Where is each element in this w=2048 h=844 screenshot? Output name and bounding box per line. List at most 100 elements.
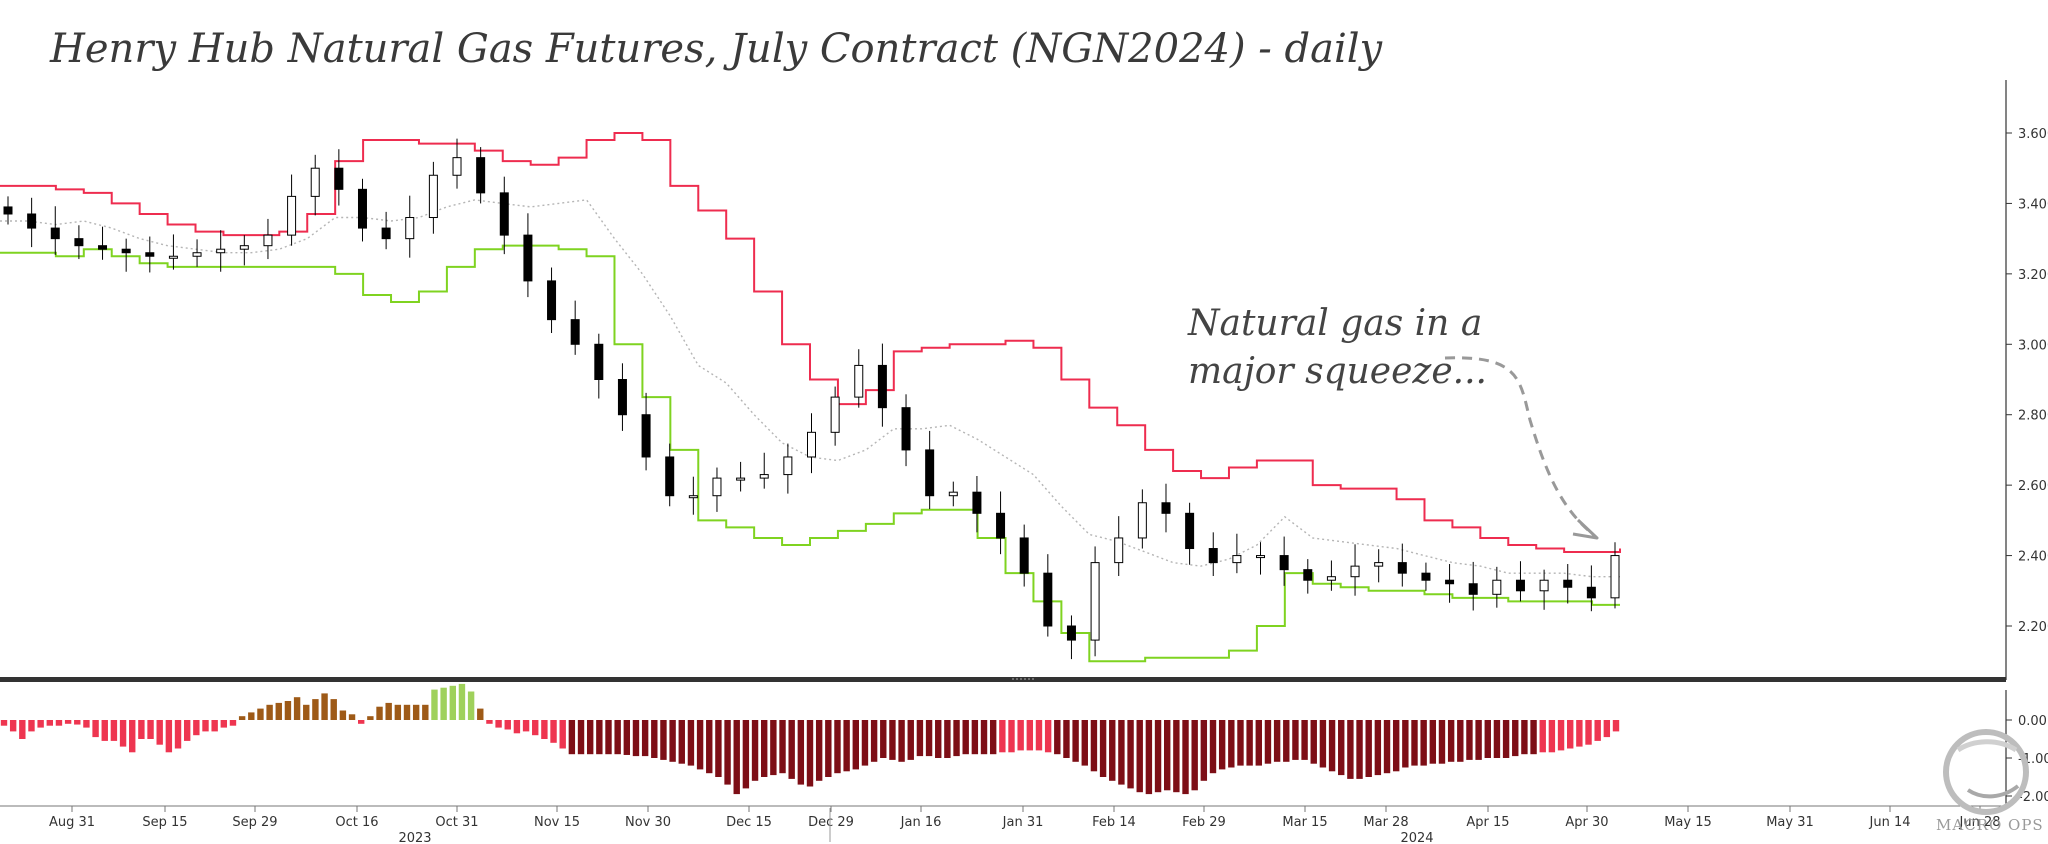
histogram-bar bbox=[632, 720, 640, 757]
candle-body bbox=[1492, 579, 1502, 595]
histogram-bar bbox=[1218, 720, 1226, 770]
histogram-bar bbox=[1228, 720, 1235, 768]
histogram-bar bbox=[1567, 720, 1574, 749]
candle-body bbox=[547, 280, 557, 321]
x-year-label: 2023 bbox=[398, 831, 431, 844]
x-tick-label: Sep 29 bbox=[232, 815, 277, 830]
histogram-bar bbox=[1447, 720, 1455, 762]
candle-body bbox=[807, 431, 816, 458]
histogram-bar bbox=[623, 720, 631, 755]
histogram-bar bbox=[119, 720, 127, 747]
histogram-bar bbox=[1145, 720, 1153, 795]
histogram-bar bbox=[248, 712, 255, 720]
histogram-bar bbox=[129, 720, 136, 753]
candle-body bbox=[1019, 537, 1029, 574]
histogram-bar bbox=[696, 720, 704, 770]
candle-body bbox=[594, 343, 604, 380]
x-tick-label: Apr 15 bbox=[1466, 815, 1509, 830]
histogram-bar bbox=[825, 720, 832, 777]
candle-body bbox=[1185, 512, 1195, 550]
candle-body bbox=[1397, 562, 1407, 574]
histogram-bar bbox=[147, 720, 154, 739]
histogram-bar bbox=[46, 720, 53, 726]
watermark-logo-icon bbox=[1943, 729, 2029, 815]
histogram-bar bbox=[458, 683, 466, 720]
histogram-bar bbox=[962, 720, 969, 755]
candle bbox=[1019, 524, 1029, 587]
histogram-bar bbox=[238, 716, 246, 720]
candle bbox=[712, 467, 722, 512]
histogram-bar bbox=[687, 720, 695, 766]
histogram-bar bbox=[568, 720, 576, 755]
candle bbox=[50, 206, 60, 255]
candle-body bbox=[1208, 548, 1218, 564]
histogram-bar bbox=[348, 714, 356, 720]
candle bbox=[192, 239, 202, 267]
histogram-bar bbox=[1118, 720, 1125, 785]
candle bbox=[1161, 483, 1171, 533]
histogram-bar bbox=[1044, 720, 1052, 753]
histogram-bar bbox=[651, 720, 658, 758]
histogram-bar bbox=[660, 720, 667, 760]
candle bbox=[783, 443, 793, 494]
histogram-bar bbox=[779, 720, 786, 774]
histogram-bar bbox=[742, 720, 750, 789]
candle bbox=[168, 234, 178, 270]
histogram-bar bbox=[916, 720, 924, 757]
candle-body bbox=[499, 192, 509, 236]
histogram-bar bbox=[1612, 720, 1620, 732]
candle-body bbox=[263, 234, 273, 247]
histogram-bar bbox=[1594, 720, 1601, 741]
candle-body bbox=[428, 174, 438, 219]
histogram-bar bbox=[843, 720, 850, 772]
histogram-bar bbox=[394, 704, 402, 720]
histogram-bar bbox=[586, 720, 594, 755]
histogram-bar bbox=[935, 720, 942, 758]
histogram-bar bbox=[761, 720, 768, 777]
candle-body bbox=[1303, 569, 1313, 581]
histogram-bar bbox=[477, 708, 484, 720]
y-tick-label: 2.800 bbox=[2018, 409, 2048, 424]
candle-body bbox=[1326, 576, 1336, 581]
candle bbox=[688, 476, 698, 515]
candle bbox=[925, 430, 935, 510]
candle bbox=[547, 267, 557, 334]
candle bbox=[145, 236, 155, 273]
histogram-bar bbox=[1136, 720, 1143, 793]
x-tick-label: Dec 29 bbox=[808, 815, 854, 830]
histogram-bar bbox=[999, 720, 1006, 753]
candle bbox=[476, 147, 486, 204]
histogram-bar bbox=[1484, 720, 1491, 758]
histogram-bar bbox=[522, 720, 530, 732]
histogram-bar bbox=[1054, 720, 1061, 755]
histogram-bar bbox=[1338, 720, 1345, 776]
candle bbox=[1610, 542, 1620, 609]
histogram-bar bbox=[284, 701, 292, 720]
watermark-text: MACRO OPS bbox=[1936, 816, 2044, 834]
histogram-bar bbox=[852, 720, 859, 770]
candle-body bbox=[948, 491, 958, 497]
candle bbox=[736, 461, 746, 492]
histogram-bar bbox=[1539, 720, 1546, 753]
histogram-bar bbox=[220, 720, 228, 728]
candle bbox=[807, 413, 816, 474]
candle-body bbox=[1468, 583, 1478, 595]
histogram-bar bbox=[907, 720, 914, 760]
candle bbox=[1563, 564, 1573, 604]
candle bbox=[263, 218, 273, 260]
candle bbox=[405, 195, 415, 258]
histogram-bar bbox=[1264, 720, 1272, 764]
histogram-bar bbox=[815, 720, 823, 781]
candle bbox=[1326, 560, 1336, 591]
panel-divider bbox=[0, 677, 2006, 682]
candle bbox=[1043, 554, 1053, 637]
candle-body bbox=[357, 188, 367, 229]
y-tick-label: 2.200 bbox=[2018, 620, 2048, 635]
histogram-bar bbox=[385, 702, 392, 720]
histogram-bar bbox=[1576, 720, 1583, 747]
candle-body bbox=[1114, 537, 1124, 564]
candle-body bbox=[641, 414, 651, 458]
y-tick-label: 2.400 bbox=[2018, 550, 2048, 565]
candle bbox=[617, 363, 627, 431]
histogram-bar bbox=[28, 720, 35, 732]
